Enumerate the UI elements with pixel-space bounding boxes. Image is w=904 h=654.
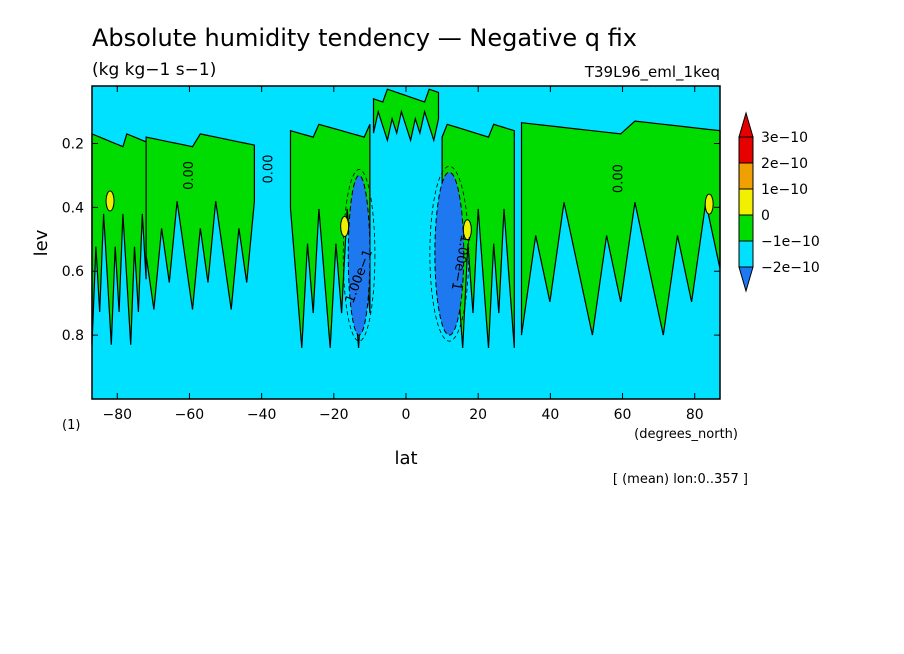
x-tick-label-2: −40	[247, 407, 277, 423]
run-label: T39L96_eml_1keq	[584, 63, 720, 82]
x-tick-label-6: 40	[541, 407, 559, 423]
colorbar-label-3: 0	[761, 208, 770, 224]
x-tick-label-8: 80	[686, 407, 704, 423]
local-maximum-0	[105, 190, 115, 212]
y-tick-label-1: 0.4	[62, 200, 84, 216]
negative-region-1	[434, 171, 465, 336]
colorbar-label-2: 1e−10	[761, 182, 808, 198]
x-tick-label-0: −80	[102, 407, 132, 423]
x-axis-label: lat	[394, 448, 417, 469]
y-axis: 0.2 0.4 0.6 0.8	[62, 136, 720, 344]
colorbar-label-4: −1e−10	[761, 234, 820, 250]
x-tick-label-7: 60	[614, 407, 632, 423]
x-tick-label-3: −20	[319, 407, 349, 423]
positive-region-2	[289, 123, 371, 348]
footnote: [ (mean) lon:0..357 ]	[613, 472, 748, 487]
contour-fill-group: 0.00 0.00 0.001.00e−1 1.00e−1	[91, 88, 721, 348]
contour-label-1: 0.00	[262, 155, 277, 184]
colorbar-label-5: −2e−10	[761, 260, 820, 276]
units-label: (kg kg−1 s−1)	[92, 60, 216, 80]
x-tick-label-1: −60	[175, 407, 205, 423]
y-tick-label-3: 0.8	[62, 328, 84, 344]
chart-title: Absolute humidity tendency — Negative q …	[92, 24, 637, 52]
positive-region-0	[91, 133, 147, 345]
local-maximum-2	[462, 219, 472, 241]
positive-region-1	[145, 133, 255, 310]
x-tick-label-5: 20	[469, 407, 487, 423]
negative-region-outer-1	[429, 165, 470, 342]
colorbar-cap-top	[738, 111, 754, 138]
colorbar-box-1	[738, 162, 754, 190]
local-maximum-1	[340, 216, 350, 238]
y-axis-label: lev	[31, 229, 52, 256]
positive-region-3	[372, 88, 440, 143]
colorbar-label-1: 2e−10	[761, 156, 808, 172]
colorbar-box-3	[738, 214, 754, 242]
y-tick-label-0: 0.2	[62, 136, 84, 152]
contour-label-2: 0.00	[612, 164, 627, 193]
colorbar: 3e−10 2e−10 1e−10 0 −1e−10 −2e−10	[738, 111, 820, 293]
contour-label-0: 0.00	[182, 161, 197, 190]
colorbar-box-2	[738, 188, 754, 216]
colorbar-box-4	[738, 240, 754, 268]
plot-area: 0.00 0.00 0.001.00e−1 1.00e−1	[91, 85, 721, 400]
colorbar-label-0: 3e−10	[761, 130, 808, 146]
local-maximum-3	[704, 193, 714, 215]
x-tick-label-4: 0	[402, 407, 411, 423]
x-axis: −80 −60 −40 −20 0 20 40 60 80	[102, 86, 704, 423]
colorbar-cap-bottom	[738, 266, 754, 293]
y-tick-label-2: 0.6	[62, 264, 84, 280]
negative-region-0	[347, 174, 371, 336]
y-axis-unit: (1)	[62, 418, 80, 433]
negative-region-outer-0	[342, 169, 376, 342]
x-axis-unit: (degrees_north)	[634, 427, 738, 442]
colorbar-box-0	[738, 136, 754, 164]
